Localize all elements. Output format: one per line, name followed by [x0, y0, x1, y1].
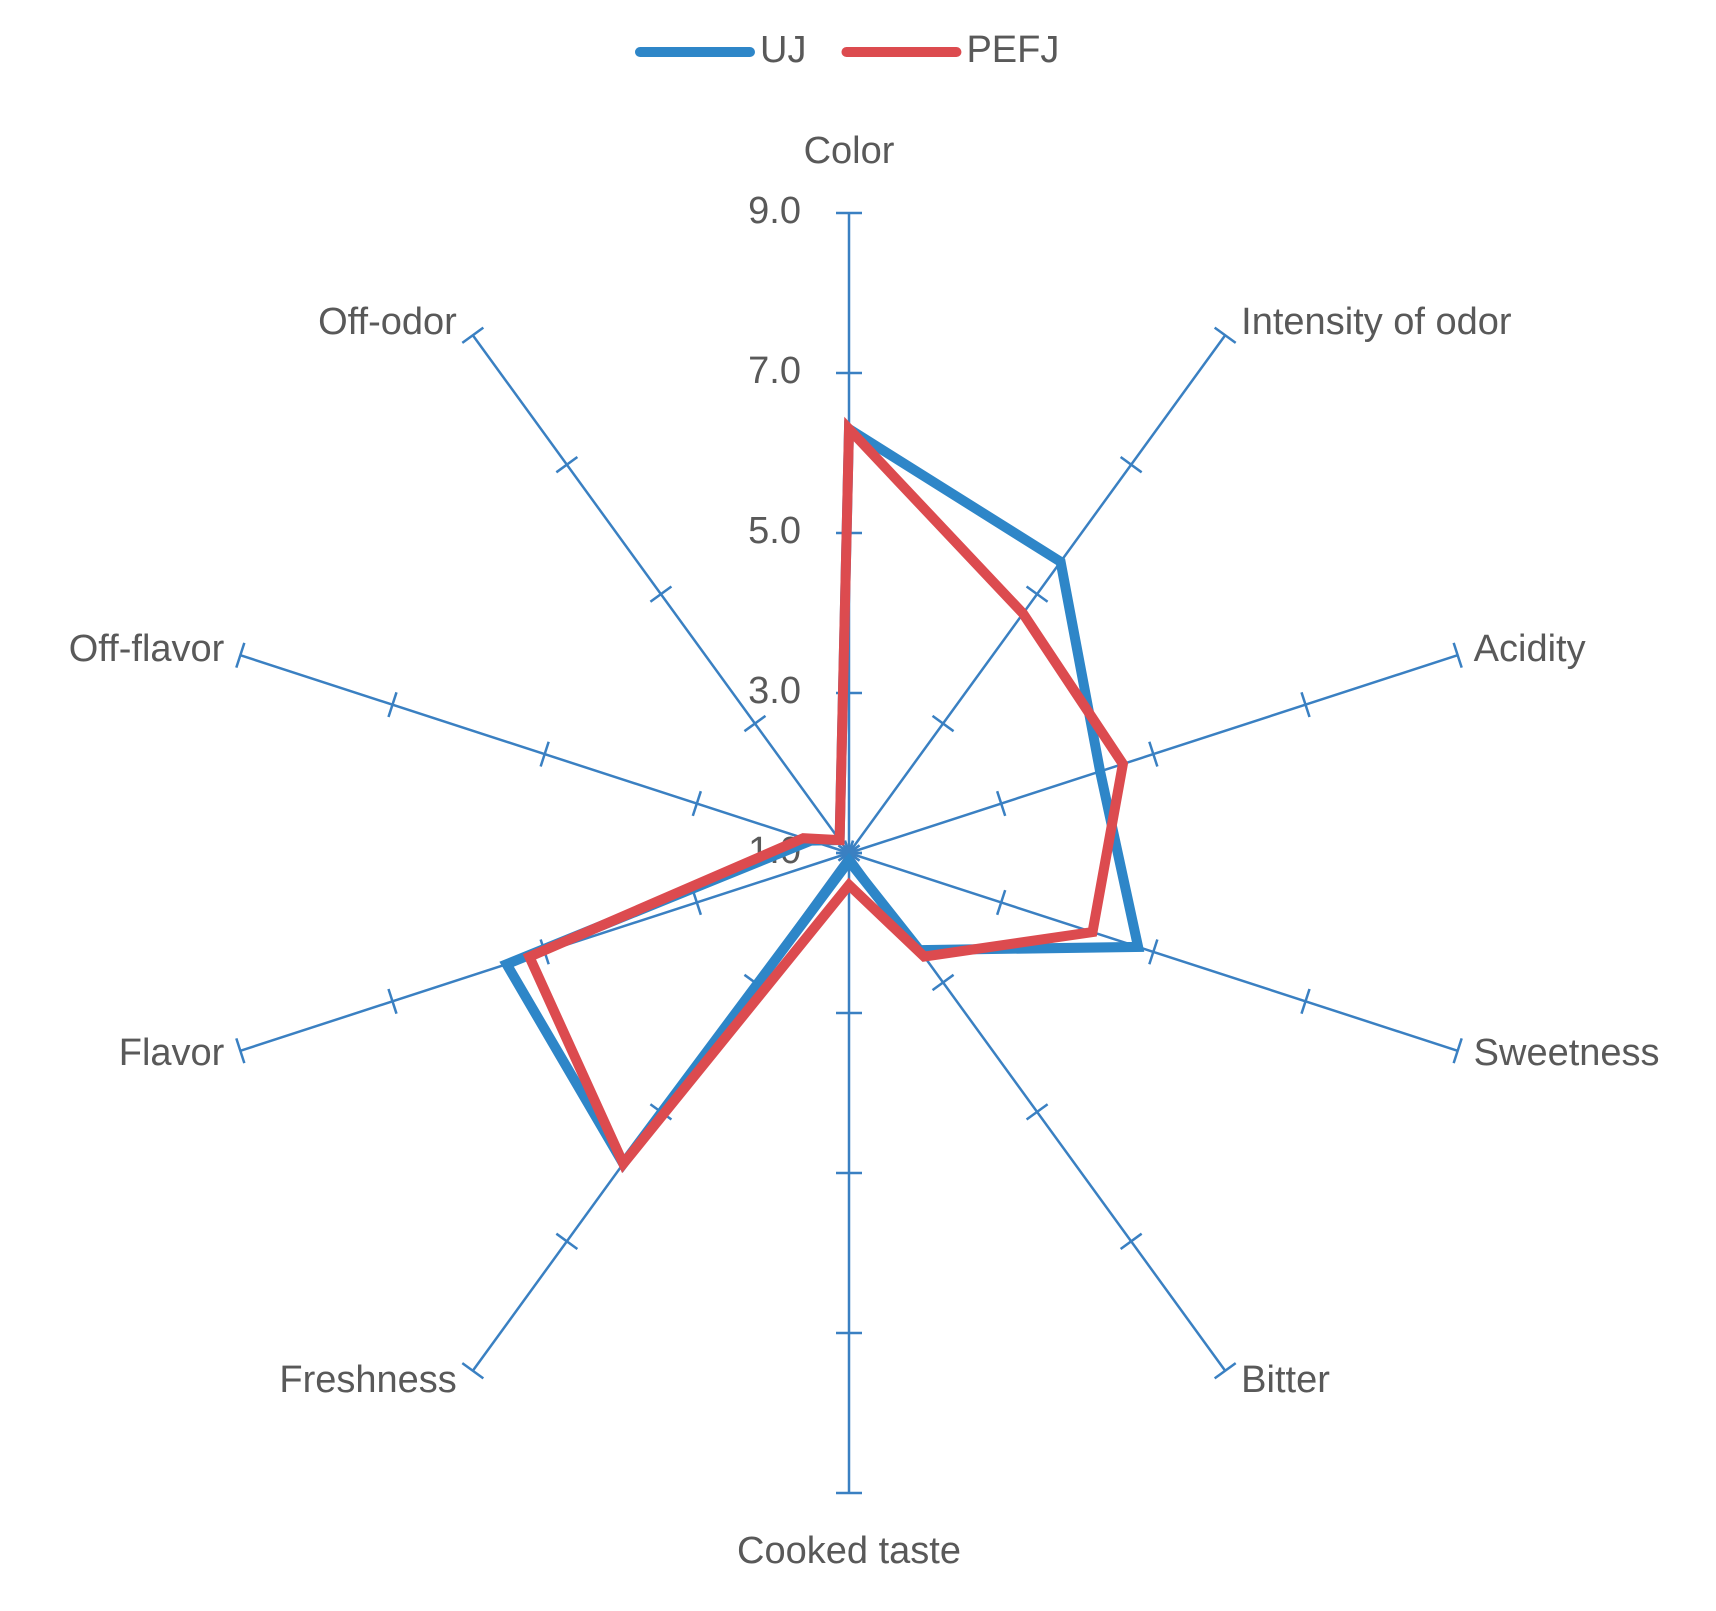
category-label: Bitter [1241, 1359, 1330, 1401]
tick-mark [743, 714, 767, 733]
category-label: Cooked taste [737, 1530, 961, 1572]
tick-mark [931, 973, 955, 992]
category-label: Acidity [1474, 628, 1586, 670]
tick-mark [649, 585, 673, 603]
legend-label: PEFJ [966, 29, 1059, 71]
category-label: Sweetness [1474, 1032, 1660, 1074]
tick-mark [931, 714, 955, 733]
category-label: Off-flavor [69, 628, 225, 670]
tick-mark [387, 691, 398, 718]
tick-mark [1119, 1232, 1143, 1250]
series-line [522, 416, 1129, 1174]
series-line [499, 420, 1145, 1173]
tick-mark [1148, 939, 1159, 965]
tick-mark [1300, 691, 1311, 718]
tick-mark [235, 1038, 246, 1064]
tick-mark [461, 326, 485, 344]
category-label: Freshness [279, 1359, 456, 1401]
tick-mark [555, 456, 579, 474]
tick-mark [1213, 326, 1237, 344]
category-label: Intensity of odor [1241, 301, 1512, 343]
legend-label: UJ [760, 29, 806, 71]
tick-mark [1300, 988, 1311, 1015]
category-label: Off-odor [318, 301, 457, 343]
category-label: Flavor [119, 1032, 225, 1074]
tick-mark [1452, 1038, 1463, 1064]
tick-mark [539, 741, 550, 767]
tick-mark [1025, 1103, 1049, 1121]
tick-mark [387, 988, 398, 1015]
tick-mark [555, 1232, 579, 1250]
tick-mark [235, 642, 246, 668]
tick-label: 3.0 [748, 670, 801, 712]
tick-mark [1452, 642, 1463, 668]
tick-mark [461, 1362, 485, 1380]
tick-mark [995, 889, 1007, 916]
tick-label: 7.0 [748, 350, 801, 392]
tick-mark [1148, 741, 1159, 767]
tick-label: 9.0 [748, 190, 801, 232]
tick-label: 5.0 [748, 510, 801, 552]
tick-mark [1025, 585, 1049, 603]
tick-mark [995, 790, 1007, 817]
tick-mark [1119, 456, 1143, 474]
tick-mark [691, 790, 703, 817]
category-label: Color [804, 130, 895, 172]
tick-mark [1213, 1362, 1237, 1380]
tick-mark [691, 889, 703, 916]
